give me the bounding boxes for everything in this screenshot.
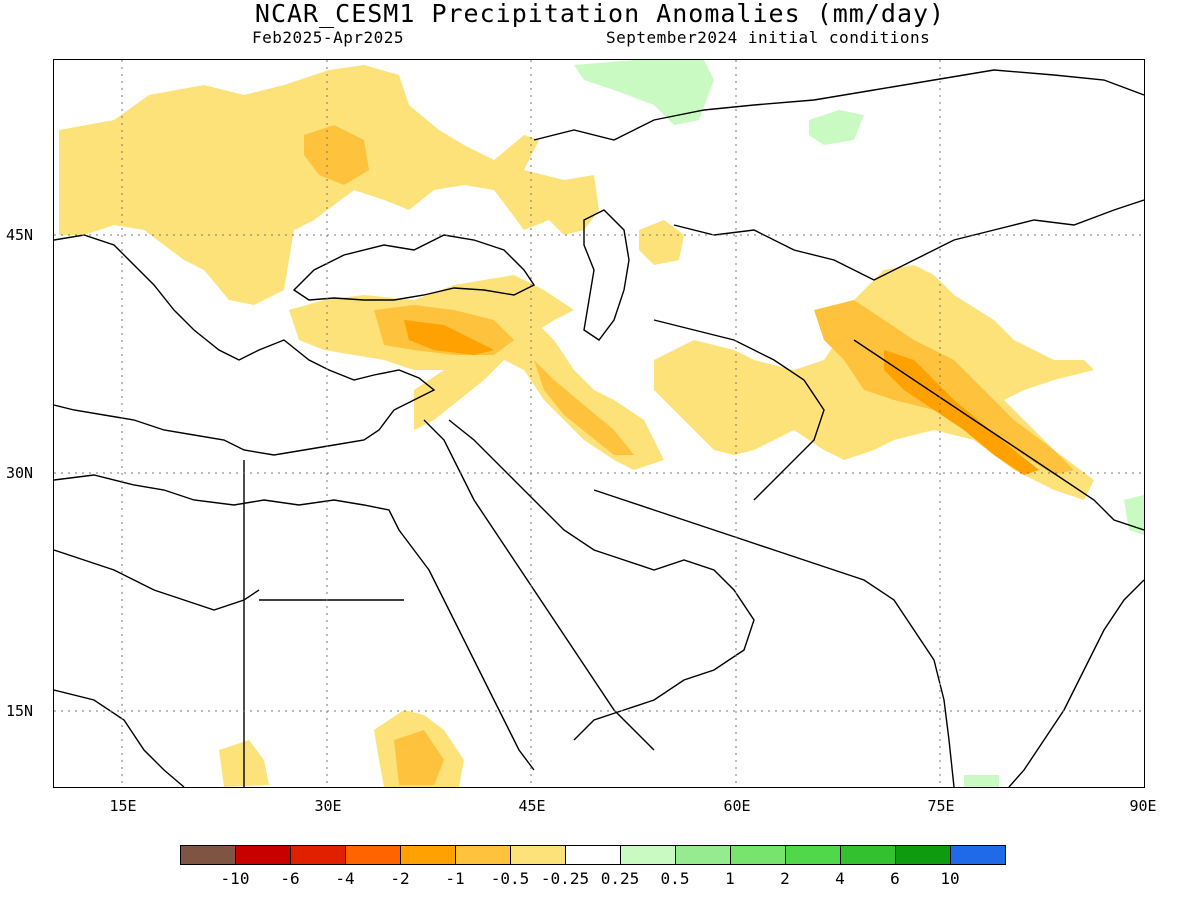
- chart-title: NCAR_CESM1 Precipitation Anomalies (mm/d…: [254, 0, 946, 28]
- x-tick-label: 30E: [314, 797, 342, 815]
- coastlines: [54, 69, 1144, 787]
- chad-border: [54, 689, 185, 787]
- colorbar-swatch: [785, 845, 841, 865]
- colorbar-label: 4: [835, 869, 845, 888]
- colorbar-label: -1: [445, 869, 465, 888]
- colorbar-label: -2: [390, 869, 410, 888]
- colorbar-swatch: [400, 845, 456, 865]
- anomaly-caspian-n: [639, 220, 684, 265]
- y-tick-label: 45N: [6, 226, 34, 244]
- iran-border: [653, 319, 825, 501]
- colorbar-swatch: [675, 845, 731, 865]
- africa-north-coast: [54, 474, 535, 771]
- black-sea: [292, 234, 536, 301]
- anomaly-shading-medium: [304, 125, 1074, 785]
- map-panel: [53, 59, 1145, 788]
- colorbar-label: -6: [280, 869, 300, 888]
- colorbar-swatch: [235, 845, 291, 865]
- colorbar-swatch: [895, 845, 951, 865]
- colorbar-label: 1: [725, 869, 735, 888]
- y-tick-label: 30N: [6, 464, 34, 482]
- persian-gulf-india-west: [593, 489, 955, 787]
- colorbar-swatch: [950, 845, 1006, 865]
- caspian-sea: [583, 209, 630, 341]
- colorbar-swatch: [180, 845, 236, 865]
- northern-border: [533, 69, 1144, 141]
- colorbar-swatch: [840, 845, 896, 865]
- x-tick-label: 45E: [518, 797, 546, 815]
- central-asia-border: [673, 199, 1144, 281]
- india-east-coast: [1008, 579, 1144, 787]
- colorbar-label: 2: [780, 869, 790, 888]
- colorbar-label: -4: [335, 869, 355, 888]
- colorbar-label: -0.5: [490, 869, 530, 888]
- colorbar-swatch: [565, 845, 621, 865]
- colorbar-label: -10: [220, 869, 250, 888]
- colorbar-swatch: [345, 845, 401, 865]
- initial-conditions: September2024 initial conditions: [606, 28, 931, 47]
- sahara-border-1: [54, 549, 260, 611]
- himalaya-border: [853, 339, 1144, 531]
- colorbar-label: 0.25: [600, 869, 640, 888]
- x-tick-label: 15E: [109, 797, 137, 815]
- colorbar-swatch: [510, 845, 566, 865]
- colorbar-label: 10: [940, 869, 960, 888]
- red-sea-west: [423, 419, 655, 751]
- map-canvas: [54, 60, 1144, 787]
- colorbar-label: 6: [890, 869, 900, 888]
- anomaly-europe: [59, 65, 599, 305]
- x-tick-label: 75E: [927, 797, 955, 815]
- arabia-coast: [448, 419, 755, 741]
- colorbar-label: 0.5: [660, 869, 690, 888]
- x-tick-label: 60E: [723, 797, 751, 815]
- colorbar-swatch: [455, 845, 511, 865]
- colorbar-swatch: [730, 845, 786, 865]
- colorbar: [180, 845, 1006, 865]
- colorbar-swatch: [620, 845, 676, 865]
- forecast-period: Feb2025-Apr2025: [252, 28, 404, 47]
- x-tick-label: 90E: [1129, 797, 1157, 815]
- y-tick-label: 15N: [6, 702, 34, 720]
- colorbar-label: -0.25: [540, 869, 590, 888]
- mediterranean-north-coast: [54, 234, 436, 456]
- colorbar-swatch: [290, 845, 346, 865]
